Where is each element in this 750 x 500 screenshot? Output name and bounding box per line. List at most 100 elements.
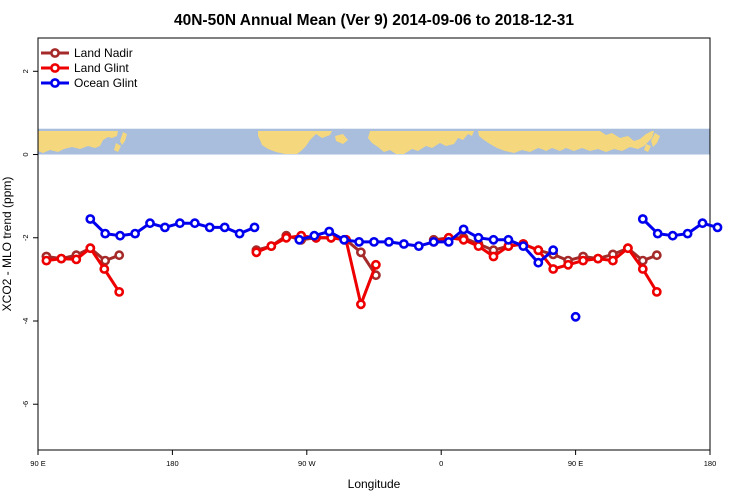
data-point: [100, 255, 111, 266]
series-line: [433, 236, 658, 263]
data-point: [682, 228, 693, 239]
data-point: [458, 224, 469, 235]
land-japan-1: [120, 132, 127, 145]
data-point: [251, 247, 262, 258]
data-point: [548, 264, 559, 274]
data-point: [383, 236, 394, 247]
data-point: [370, 259, 381, 270]
data-point: [324, 226, 335, 237]
data-point: [667, 230, 678, 241]
x-tick-label: 90 W: [298, 459, 316, 468]
data-point: [234, 228, 245, 239]
land-japan-east: [651, 133, 660, 147]
data-point: [339, 234, 349, 245]
legend-item: Land Nadir: [41, 46, 133, 60]
data-point: [473, 241, 484, 251]
data-point: [355, 299, 366, 310]
data-point: [413, 241, 424, 251]
data-point: [458, 234, 469, 245]
data-point: [578, 255, 588, 266]
data-point: [488, 234, 499, 245]
data-point: [85, 214, 96, 224]
data-point: [294, 234, 305, 245]
data-point: [428, 236, 439, 247]
data-point: [593, 253, 603, 264]
x-axis-label: Longitude: [348, 477, 401, 491]
plot-frame: [37, 37, 711, 451]
data-point: [518, 241, 529, 251]
land-north-america: [258, 131, 332, 154]
data-point: [533, 245, 544, 256]
data-point: [159, 222, 170, 233]
legend-swatch-point: [50, 63, 60, 73]
land-japan-east-2: [644, 144, 651, 152]
data-point: [99, 264, 110, 274]
x-tick-label: 180: [166, 459, 179, 468]
x-tick-label: 90 E: [30, 459, 45, 468]
data-point: [219, 222, 230, 233]
data-point: [281, 232, 292, 243]
data-point: [570, 311, 581, 322]
land-great-lakes-shore: [335, 134, 348, 144]
legend-label: Land Glint: [74, 61, 129, 75]
data-point: [503, 234, 514, 245]
map-strip: [38, 128, 710, 155]
data-point: [41, 255, 52, 266]
legend-swatch-point: [50, 48, 60, 58]
data-point: [114, 286, 125, 297]
y-tick-label: 2: [21, 69, 30, 73]
data-point: [174, 218, 185, 229]
data-point: [204, 222, 215, 233]
x-tick-label: 90 E: [568, 459, 583, 468]
map-land: [38, 131, 660, 154]
data-point: [473, 232, 484, 243]
legend-label: Land Nadir: [74, 46, 133, 60]
y-tick-label: 0: [21, 152, 30, 156]
data-point: [637, 214, 648, 224]
data-point: [637, 264, 648, 274]
data-point: [130, 228, 140, 239]
land-british-isles: [446, 131, 453, 138]
data-point: [651, 250, 662, 261]
series-layer: [41, 214, 723, 322]
data-point: [355, 247, 366, 258]
data-point: [266, 241, 277, 251]
data-point: [398, 239, 409, 249]
land-japan-2: [114, 143, 121, 152]
x-axis: 90 E 180 90 W 0 90 E 180: [30, 450, 716, 468]
legend-item: Ocean Glint: [41, 76, 138, 90]
data-point: [697, 218, 708, 229]
data-point: [563, 259, 573, 270]
data-point: [114, 250, 125, 261]
series-line: [89, 217, 256, 238]
data-point: [189, 218, 200, 229]
data-point: [85, 243, 96, 254]
data-point: [488, 251, 499, 262]
data-point: [651, 286, 662, 297]
data-point: [652, 228, 663, 239]
legend-label: Ocean Glint: [74, 76, 138, 90]
data-point: [533, 257, 544, 268]
data-point: [354, 236, 364, 247]
y-axis-label: XCO2 - MLO trend (ppm): [0, 177, 14, 312]
data-point: [712, 222, 723, 233]
legend-swatch-point: [50, 78, 60, 88]
data-point: [145, 218, 155, 229]
data-point: [115, 230, 125, 241]
data-point: [369, 236, 379, 247]
series-land-nadir: [41, 230, 662, 281]
y-tick-label: -6: [21, 401, 30, 408]
data-point: [443, 236, 454, 247]
land-europe: [368, 131, 474, 154]
chart-title: 40N-50N Annual Mean (Ver 9) 2014-09-06 t…: [174, 12, 574, 29]
legend-item: Land Glint: [41, 61, 129, 75]
series-ocean-glint: [85, 214, 723, 322]
data-point: [608, 255, 618, 266]
data-point: [100, 228, 111, 239]
x-tick-label: 0: [439, 459, 443, 468]
data-point: [548, 245, 559, 256]
data-point: [249, 222, 260, 233]
y-tick-label: -4: [21, 318, 30, 325]
